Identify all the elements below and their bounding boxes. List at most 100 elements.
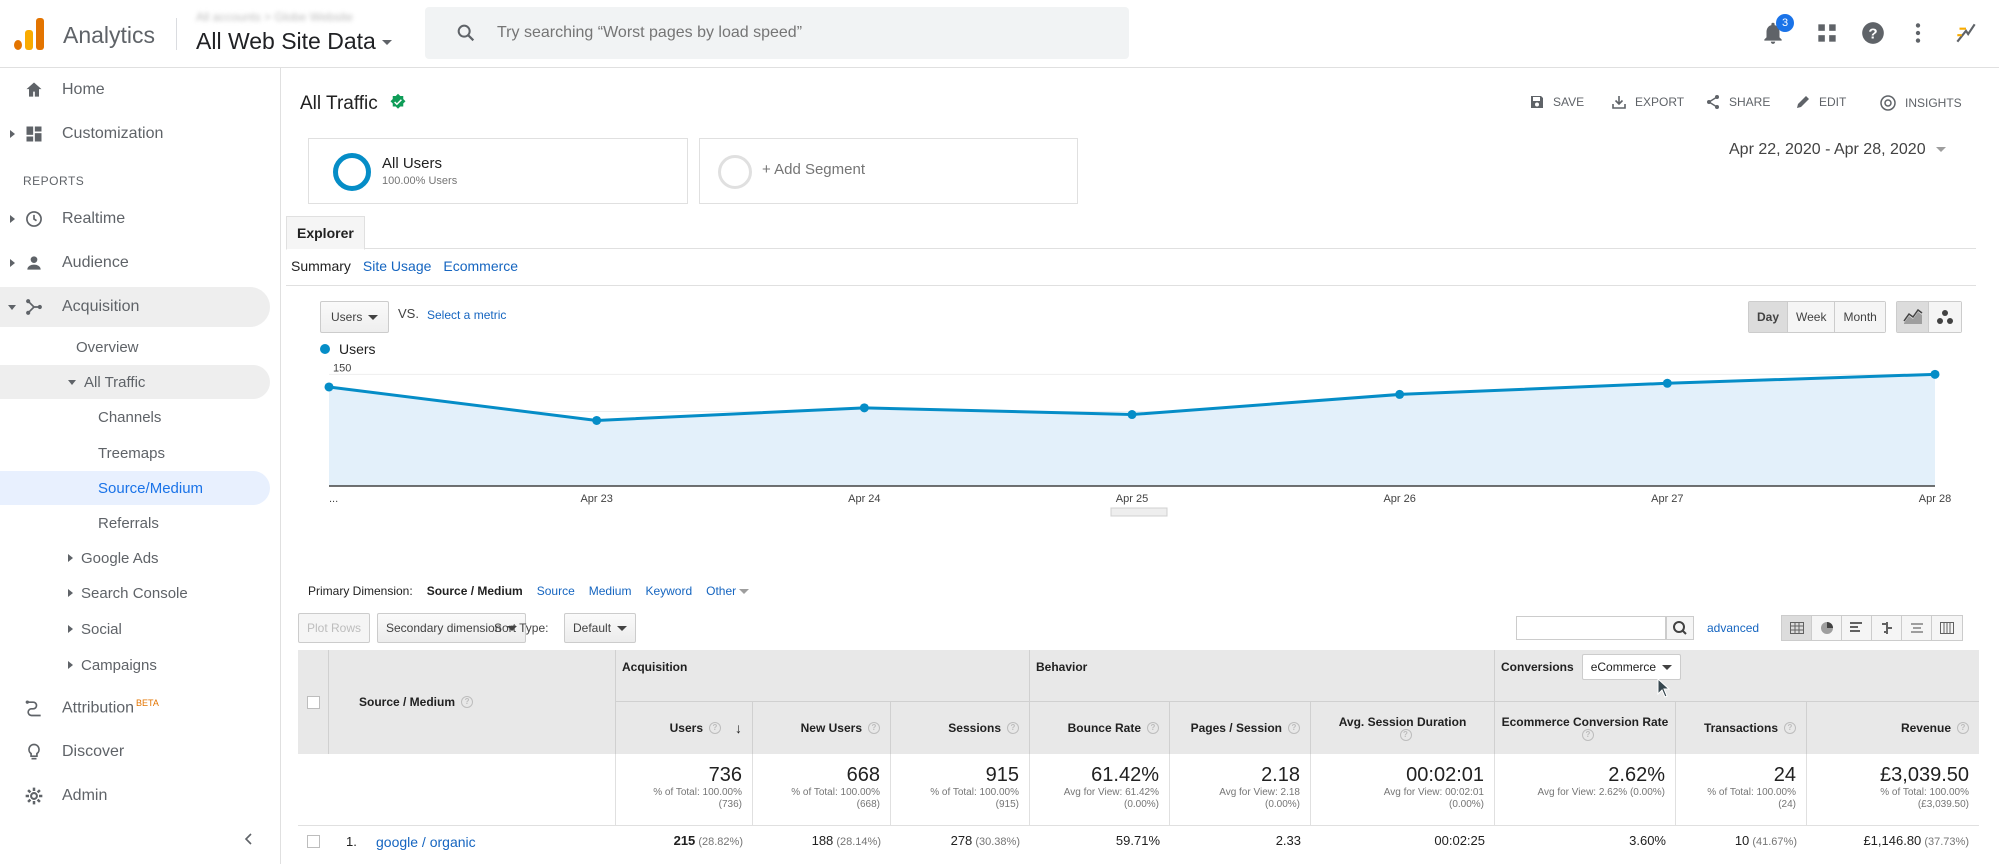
dimension-keyword-link[interactable]: Keyword (645, 584, 693, 598)
sidebar-item-referrals[interactable]: Referrals (98, 506, 159, 540)
apps-grid-icon[interactable] (1814, 20, 1840, 46)
share-button[interactable]: SHARE (1705, 94, 1770, 110)
total-value: £3,039.50 (1880, 764, 1969, 786)
chevron-down-icon (368, 315, 379, 321)
select-all-checkbox[interactable] (306, 695, 320, 709)
sidebar-item-attribution[interactable]: Attribution BETA (0, 688, 270, 728)
chevron-right-icon (68, 625, 73, 633)
secondary-dimension-select[interactable]: Secondary dimension (377, 613, 527, 643)
period-month-button[interactable]: Month (1835, 302, 1885, 332)
help-tooltip-icon[interactable]: ? (1582, 729, 1594, 741)
column-header[interactable]: Ecommerce Conversion Rate? (1495, 702, 1676, 754)
dimension-source-link[interactable]: Source (536, 584, 575, 598)
help-tooltip-icon[interactable]: ? (1399, 729, 1412, 741)
collapse-sidebar-chevron-left-icon[interactable] (242, 832, 256, 846)
dimension-other-dropdown[interactable]: Other (706, 584, 750, 598)
sidebar-item-admin[interactable]: Admin (0, 776, 270, 816)
sidebar-item-social[interactable]: Social (68, 612, 122, 646)
column-header-label: Transactions (1703, 721, 1778, 735)
tab-explorer[interactable]: Explorer (286, 216, 365, 250)
sidebar-item-source-medium[interactable]: Source/Medium (98, 471, 203, 505)
insights-button[interactable]: INSIGHTS (1879, 94, 1962, 112)
search-input[interactable] (497, 20, 1097, 46)
insights-label: INSIGHTS (1905, 96, 1962, 110)
help-tooltip-icon[interactable]: ? (1784, 722, 1796, 734)
column-header[interactable]: Sessions? (891, 702, 1030, 754)
dimension-column-header[interactable]: Source / Medium? (329, 650, 616, 754)
sidebar-item-realtime[interactable]: Realtime (0, 199, 270, 239)
pivot-view-button[interactable] (1932, 616, 1962, 640)
sidebar-item-google-ads[interactable]: Google Ads (68, 541, 159, 575)
more-vert-icon[interactable] (1905, 20, 1931, 46)
save-button[interactable]: SAVE (1529, 94, 1584, 110)
term-cloud-view-button[interactable] (1902, 616, 1932, 640)
metric-select[interactable]: Users (320, 301, 390, 333)
export-button[interactable]: EXPORT (1611, 94, 1684, 110)
help-icon[interactable]: ? (1860, 20, 1886, 46)
data-table-view-button[interactable] (1782, 616, 1812, 640)
search-box[interactable] (425, 7, 1129, 59)
column-header[interactable]: Users? ↓ (616, 702, 753, 754)
conversions-type-select[interactable]: eCommerce (1581, 654, 1682, 680)
advanced-filter-link[interactable]: advanced (1707, 621, 1760, 635)
motion-chart-button[interactable] (1929, 302, 1961, 332)
total-value: 668 (846, 764, 880, 786)
pie-view-button[interactable] (1812, 616, 1842, 640)
date-range-picker[interactable]: Apr 22, 2020 - Apr 28, 2020 (1729, 141, 1946, 159)
segment-all-users[interactable]: All Users 100.00% Users (308, 138, 688, 204)
period-day-button[interactable]: Day (1749, 302, 1789, 332)
sidebar-item-search-console[interactable]: Search Console (68, 576, 188, 610)
help-tooltip-icon[interactable]: ? (868, 722, 880, 734)
chevron-down-icon (1662, 665, 1673, 671)
table-search-button[interactable] (1666, 616, 1694, 640)
help-tooltip-icon[interactable]: ? (709, 722, 721, 734)
empty-segment-ring (718, 155, 752, 189)
sidebar-item-overview[interactable]: Overview (76, 330, 139, 364)
account-avatar-icon[interactable] (1953, 20, 1979, 46)
sidebar-item-campaigns[interactable]: Campaigns (68, 648, 157, 682)
sort-type-select[interactable]: Default (564, 613, 637, 643)
comparison-view-button[interactable] (1872, 616, 1902, 640)
sidebar-item-audience[interactable]: Audience (0, 243, 270, 283)
sidebar-item-label: Social (81, 620, 122, 638)
analytics-logo-icon[interactable] (14, 18, 44, 50)
row-checkbox[interactable] (307, 835, 320, 848)
help-tooltip-icon[interactable]: ? (1007, 722, 1019, 734)
add-segment-button[interactable]: + Add Segment (699, 138, 1078, 204)
account-breadcrumb[interactable]: All accounts > Globe Website (196, 10, 353, 24)
sidebar-item-channels[interactable]: Channels (98, 400, 161, 434)
sidebar-item-label: Attribution BETA (62, 698, 159, 717)
help-tooltip-icon[interactable]: ? (1147, 722, 1159, 734)
column-header[interactable]: Transactions? (1676, 702, 1807, 754)
row-dimension-link[interactable]: google / organic (376, 834, 476, 850)
subtab-summary[interactable]: Summary (291, 258, 351, 274)
chart-type-toggle (1896, 301, 1962, 333)
subtab-site-usage[interactable]: Site Usage (362, 258, 432, 274)
plot-rows-button[interactable]: Plot Rows (298, 613, 371, 643)
edit-button[interactable]: EDIT (1795, 94, 1846, 110)
subtab-ecommerce[interactable]: Ecommerce (443, 258, 519, 274)
table-filter-input[interactable] (1516, 616, 1666, 640)
sidebar-item-acquisition[interactable]: Acquisition (0, 287, 270, 327)
help-tooltip-icon[interactable]: ? (461, 696, 474, 708)
dimension-medium-link[interactable]: Medium (588, 584, 632, 598)
sidebar-item-all-traffic[interactable]: All Traffic (68, 365, 145, 399)
row-percent: (41.67%) (1749, 836, 1797, 848)
sidebar-item-discover[interactable]: Discover (0, 732, 270, 772)
performance-view-button[interactable] (1842, 616, 1872, 640)
help-tooltip-icon[interactable]: ? (1957, 722, 1969, 734)
line-chart-button[interactable] (1897, 302, 1929, 332)
column-header[interactable]: Avg. Session Duration? (1311, 702, 1495, 754)
sidebar-item-home[interactable]: Home (0, 70, 270, 110)
column-header[interactable]: Revenue? (1807, 702, 1979, 754)
sidebar-item-customization[interactable]: Customization (0, 114, 270, 154)
period-week-button[interactable]: Week (1788, 302, 1836, 332)
column-header[interactable]: Bounce Rate? (1030, 702, 1170, 754)
select-metric-link[interactable]: Select a metric (427, 308, 507, 322)
column-header[interactable]: Pages / Session? (1170, 702, 1311, 754)
total-absolute: (24) (1778, 799, 1796, 810)
help-tooltip-icon[interactable]: ? (1288, 722, 1300, 734)
column-header[interactable]: New Users? (753, 702, 891, 754)
sidebar-item-treemaps[interactable]: Treemaps (98, 436, 165, 470)
view-selector[interactable]: All Web Site Data (196, 28, 392, 55)
